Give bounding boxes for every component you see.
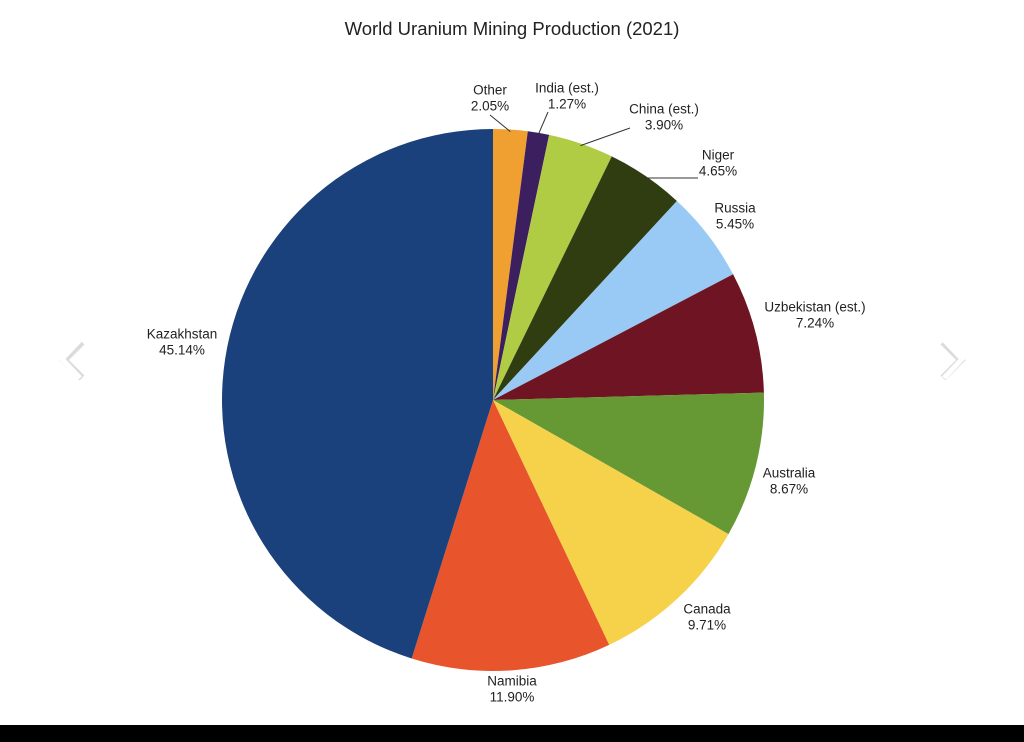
slice-value-label: 3.90% (645, 118, 683, 133)
slice-label: India (est.) (535, 81, 599, 96)
pie-slice (493, 134, 612, 400)
pie-slice (493, 156, 677, 400)
prev-arrow[interactable] (58, 338, 85, 381)
leader-line (537, 111, 549, 136)
next-arrow-icon (942, 338, 966, 380)
slice-label: China (est.) (629, 102, 699, 117)
leader-line (580, 127, 631, 147)
bottom-bar (0, 725, 1024, 742)
slice-value-label: 5.45% (716, 217, 754, 232)
slice-value-label: 8.67% (770, 482, 808, 497)
slice-label: Russia (714, 201, 756, 216)
slice-value-label: 2.05% (471, 99, 509, 114)
chart-title: World Uranium Mining Production (2021) (345, 18, 680, 39)
slice-value-label: 7.24% (796, 316, 834, 331)
slice-label: Uzbekistan (est.) (764, 300, 865, 315)
pie-slice (493, 129, 528, 400)
pie-slice (411, 400, 610, 671)
slice-value-label: 1.27% (548, 97, 586, 112)
pie-slice (493, 200, 734, 400)
pie-slice (493, 131, 550, 400)
slice-label: Niger (702, 148, 735, 163)
leader-line (489, 114, 511, 132)
pie-slice (493, 400, 729, 645)
slice-label: Other (473, 83, 507, 98)
slice-label: Canada (683, 602, 731, 617)
next-arrow[interactable] (940, 338, 966, 381)
slice-value-label: 4.65% (699, 164, 737, 179)
slice-label: Namibia (487, 674, 537, 689)
pie-slice (493, 274, 764, 400)
slice-label: Kazakhstan (147, 327, 218, 342)
slice-value-label: 11.90% (490, 690, 535, 705)
pie-slice (493, 392, 764, 535)
slice-value-label: 9.71% (688, 618, 726, 633)
pie-slice (221, 129, 493, 659)
slice-value-label: 45.14% (159, 343, 205, 358)
slice-label: Australia (763, 466, 816, 481)
prev-arrow-icon (58, 338, 82, 380)
